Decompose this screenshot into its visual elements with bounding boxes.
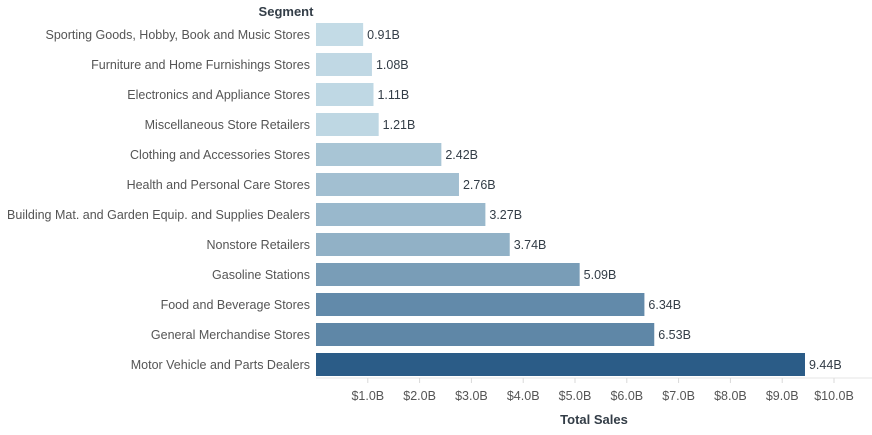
value-label: 6.34B xyxy=(648,298,681,312)
x-tick-label: $5.0B xyxy=(559,389,592,403)
x-tick-label: $7.0B xyxy=(662,389,695,403)
bar-row: Nonstore Retailers 3.74B xyxy=(206,233,546,256)
category-label: Furniture and Home Furnishings Stores xyxy=(91,58,310,72)
category-label: General Merchandise Stores xyxy=(151,328,310,342)
bar-row: Clothing and Accessories Stores 2.42B xyxy=(130,143,478,166)
bar[interactable] xyxy=(316,323,655,346)
x-tick-label: $3.0B xyxy=(455,389,488,403)
category-label: Food and Beverage Stores xyxy=(161,298,310,312)
value-label: 5.09B xyxy=(584,268,617,282)
category-label: Electronics and Appliance Stores xyxy=(127,88,310,102)
bar-row: Building Mat. and Garden Equip. and Supp… xyxy=(7,203,522,226)
bar-row: Electronics and Appliance Stores 1.11B xyxy=(127,83,409,106)
bar-row: Motor Vehicle and Parts Dealers 9.44B xyxy=(131,353,842,376)
bar-row: Gasoline Stations 5.09B xyxy=(212,263,616,286)
value-label: 2.76B xyxy=(463,178,496,192)
category-label: Building Mat. and Garden Equip. and Supp… xyxy=(7,208,310,222)
chart-rows: Sporting Goods, Hobby, Book and Music St… xyxy=(7,23,842,376)
bar[interactable] xyxy=(316,143,442,166)
category-label: Sporting Goods, Hobby, Book and Music St… xyxy=(46,28,311,42)
x-tick-label: $6.0B xyxy=(610,389,643,403)
x-tick-label: $1.0B xyxy=(351,389,384,403)
x-tick-label: $8.0B xyxy=(714,389,747,403)
category-label: Nonstore Retailers xyxy=(206,238,310,252)
value-label: 0.91B xyxy=(367,28,400,42)
value-label: 1.11B xyxy=(377,88,409,102)
x-tick-label: $9.0B xyxy=(766,389,799,403)
bar[interactable] xyxy=(316,263,580,286)
value-label: 6.53B xyxy=(658,328,691,342)
value-label: 1.21B xyxy=(383,118,416,132)
bar[interactable] xyxy=(316,83,374,106)
x-axis-ticks: $1.0B $2.0B $3.0B $4.0B $5.0B $6.0B $7.0B $8.0B… xyxy=(351,378,854,403)
bar[interactable] xyxy=(316,113,379,136)
bar[interactable] xyxy=(316,53,372,76)
category-label: Health and Personal Care Stores xyxy=(127,178,310,192)
x-axis-title: Total Sales xyxy=(560,412,628,427)
bar[interactable] xyxy=(316,23,364,46)
category-label: Motor Vehicle and Parts Dealers xyxy=(131,358,310,372)
bar-row: Furniture and Home Furnishings Stores 1.0… xyxy=(91,53,409,76)
bar[interactable] xyxy=(316,203,486,226)
category-label: Clothing and Accessories Stores xyxy=(130,148,310,162)
bar[interactable] xyxy=(316,353,805,376)
value-label: 2.42B xyxy=(445,148,478,162)
value-label: 3.27B xyxy=(489,208,522,222)
bar[interactable] xyxy=(316,233,510,256)
category-label: Gasoline Stations xyxy=(212,268,310,282)
value-label: 9.44B xyxy=(809,358,842,372)
bar-row: Sporting Goods, Hobby, Book and Music St… xyxy=(46,23,400,46)
bar[interactable] xyxy=(316,173,459,196)
category-label: Miscellaneous Store Retailers xyxy=(145,118,310,132)
bar[interactable] xyxy=(316,293,645,316)
bar-row: Food and Beverage Stores 6.34B xyxy=(161,293,681,316)
x-tick-label: $10.0B xyxy=(814,389,854,403)
value-label: 1.08B xyxy=(376,58,409,72)
bar-row: Miscellaneous Store Retailers 1.21B xyxy=(145,113,416,136)
bar-row: Health and Personal Care Stores 2.76B xyxy=(127,173,496,196)
row-header: Segment xyxy=(259,4,315,19)
x-tick-label: $4.0B xyxy=(507,389,540,403)
bar-row: General Merchandise Stores 6.53B xyxy=(151,323,691,346)
x-tick-label: $2.0B xyxy=(403,389,436,403)
value-label: 3.74B xyxy=(514,238,547,252)
